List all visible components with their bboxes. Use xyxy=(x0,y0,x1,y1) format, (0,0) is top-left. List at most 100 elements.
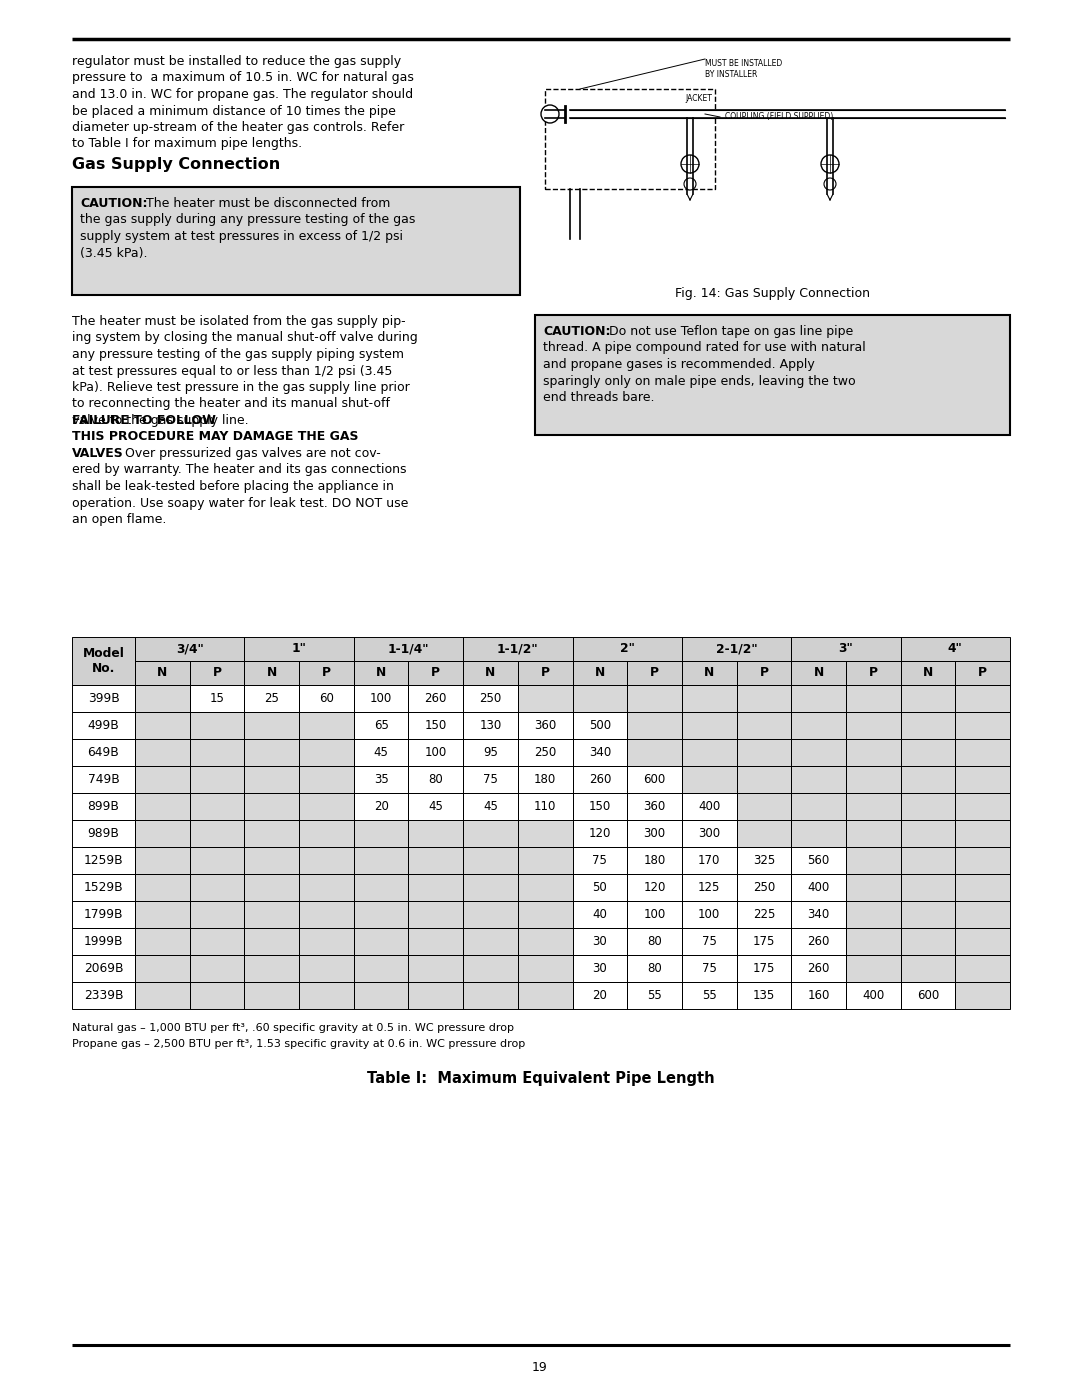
Bar xyxy=(846,875,901,901)
Bar xyxy=(244,685,299,712)
Bar xyxy=(72,820,135,847)
Bar xyxy=(846,739,901,766)
Bar xyxy=(135,875,190,901)
Bar xyxy=(572,793,627,820)
Bar xyxy=(517,901,572,928)
Bar xyxy=(846,847,901,875)
Bar xyxy=(627,766,681,793)
Text: 20: 20 xyxy=(593,989,607,1002)
Bar xyxy=(627,928,681,956)
Text: 19: 19 xyxy=(532,1361,548,1375)
Bar xyxy=(408,739,463,766)
Bar xyxy=(627,901,681,928)
Bar xyxy=(681,712,737,739)
Bar xyxy=(572,793,627,820)
Bar xyxy=(190,982,244,1009)
Bar xyxy=(517,956,572,982)
Bar xyxy=(299,739,354,766)
Bar xyxy=(135,637,244,661)
Bar xyxy=(463,766,517,793)
Bar xyxy=(572,982,627,1009)
Text: 2-1/2": 2-1/2" xyxy=(716,643,757,655)
Bar xyxy=(956,661,1010,685)
Bar xyxy=(792,637,901,661)
Text: and 13.0 in. WC for propane gas. The regulator should: and 13.0 in. WC for propane gas. The reg… xyxy=(72,88,414,101)
Bar xyxy=(627,820,681,847)
Text: operation. Use soapy water for leak test. DO NOT use: operation. Use soapy water for leak test… xyxy=(72,496,408,510)
Bar xyxy=(846,820,901,847)
Bar xyxy=(901,739,956,766)
Bar xyxy=(901,712,956,739)
Bar xyxy=(792,739,846,766)
Bar xyxy=(901,712,956,739)
Bar xyxy=(846,766,901,793)
Bar xyxy=(901,637,1010,661)
Bar xyxy=(627,793,681,820)
Bar xyxy=(354,875,408,901)
Bar xyxy=(792,928,846,956)
Text: . Over pressurized gas valves are not cov-: . Over pressurized gas valves are not co… xyxy=(117,447,381,460)
Bar xyxy=(846,928,901,956)
Bar xyxy=(901,847,956,875)
Bar xyxy=(681,982,737,1009)
Bar xyxy=(72,766,135,793)
Bar xyxy=(299,712,354,739)
Bar xyxy=(681,875,737,901)
Bar xyxy=(572,982,627,1009)
Bar xyxy=(72,956,135,982)
Text: Natural gas – 1,000 BTU per ft³, .60 specific gravity at 0.5 in. WC pressure dro: Natural gas – 1,000 BTU per ft³, .60 spe… xyxy=(72,1023,514,1032)
Bar xyxy=(901,661,956,685)
Bar xyxy=(901,875,956,901)
Text: ing system by closing the manual shut-off valve during: ing system by closing the manual shut-of… xyxy=(72,331,418,345)
Text: 250: 250 xyxy=(753,882,775,894)
Text: (3.45 kPa).: (3.45 kPa). xyxy=(80,246,148,260)
Text: 180: 180 xyxy=(644,854,665,868)
Bar xyxy=(681,956,737,982)
Bar xyxy=(846,685,901,712)
Bar xyxy=(572,637,681,661)
Bar xyxy=(299,739,354,766)
Bar xyxy=(408,956,463,982)
Bar xyxy=(72,928,135,956)
Bar xyxy=(792,739,846,766)
Bar xyxy=(354,661,408,685)
Bar xyxy=(846,793,901,820)
Text: Propane gas – 2,500 BTU per ft³, 1.53 specific gravity at 0.6 in. WC pressure dr: Propane gas – 2,500 BTU per ft³, 1.53 sp… xyxy=(72,1039,525,1049)
Bar xyxy=(956,739,1010,766)
Bar xyxy=(244,956,299,982)
Bar xyxy=(517,847,572,875)
Text: 400: 400 xyxy=(862,989,885,1002)
Bar xyxy=(408,928,463,956)
Text: N: N xyxy=(595,666,605,679)
Bar xyxy=(408,712,463,739)
Bar xyxy=(299,766,354,793)
Bar xyxy=(846,956,901,982)
Text: P: P xyxy=(213,666,221,679)
Bar xyxy=(354,766,408,793)
Text: MUST BE INSTALLED
BY INSTALLER: MUST BE INSTALLED BY INSTALLER xyxy=(705,59,782,80)
Text: 170: 170 xyxy=(698,854,720,868)
Bar xyxy=(190,956,244,982)
Text: end threads bare.: end threads bare. xyxy=(543,391,654,404)
Bar xyxy=(737,820,792,847)
Bar xyxy=(737,793,792,820)
Bar xyxy=(244,847,299,875)
Circle shape xyxy=(684,177,696,190)
Bar xyxy=(135,739,190,766)
Bar xyxy=(956,875,1010,901)
Text: Fig. 14: Gas Supply Connection: Fig. 14: Gas Supply Connection xyxy=(675,286,870,300)
Bar xyxy=(627,956,681,982)
Bar xyxy=(463,847,517,875)
Bar xyxy=(517,875,572,901)
Text: 749B: 749B xyxy=(87,773,120,787)
Text: 100: 100 xyxy=(370,692,392,705)
Bar xyxy=(681,661,737,685)
Bar xyxy=(792,982,846,1009)
Bar xyxy=(354,739,408,766)
Text: 400: 400 xyxy=(698,800,720,813)
Bar xyxy=(572,739,627,766)
Bar xyxy=(72,847,135,875)
Bar xyxy=(463,847,517,875)
Bar xyxy=(190,875,244,901)
Bar xyxy=(463,956,517,982)
